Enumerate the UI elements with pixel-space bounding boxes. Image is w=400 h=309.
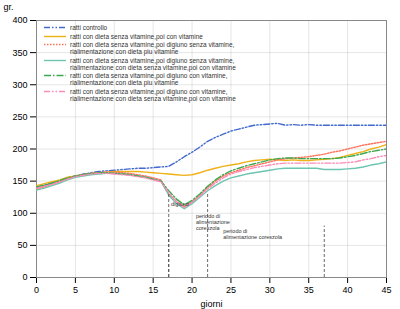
html-text:ratti con dieta senza vitamine: ratti con dieta senza vitamine,poi digiu…: [70, 56, 236, 71]
html-text:coreszola: coreszola: [195, 224, 220, 231]
svg-text:25: 25: [226, 285, 236, 295]
html-text:alimentazione: alimentazione: [195, 218, 230, 225]
svg-text:0: 0: [22, 272, 27, 282]
svg-text:45: 45: [381, 285, 391, 295]
svg-text:35: 35: [304, 285, 314, 295]
svg-text:200: 200: [12, 144, 27, 154]
svg-text:350: 350: [12, 48, 27, 58]
svg-text:gr.: gr.: [4, 2, 14, 12]
svg-text:20: 20: [187, 285, 197, 295]
svg-text:0: 0: [34, 285, 39, 295]
svg-text:400: 400: [12, 15, 27, 25]
svg-text:30: 30: [265, 285, 275, 295]
svg-text:5: 5: [73, 285, 78, 295]
svg-text:10: 10: [109, 285, 119, 295]
svg-text:150: 150: [12, 176, 27, 186]
html-text:periodo di: periodo di: [195, 212, 221, 219]
svg-text:40: 40: [343, 285, 353, 295]
html-text:ratti con dieta senza vitamine: ratti con dieta senza vitamine,poi con v…: [70, 32, 203, 40]
svg-text:300: 300: [12, 80, 27, 90]
svg-text:250: 250: [12, 112, 27, 122]
html-text:ratti con dieta senza vitamine: ratti con dieta senza vitamine,poi digiu…: [70, 87, 236, 102]
svg-text:periodo dialimentazione coresz: periodo dialimentazione coreszola: [223, 228, 283, 240]
html-text:ratti controllo: ratti controllo: [70, 24, 108, 31]
html-text:ratti con dieta senza vitamine: ratti con dieta senza vitamine,poi digiu…: [70, 41, 235, 55]
svg-text:50: 50: [17, 240, 27, 250]
svg-text:15: 15: [148, 285, 158, 295]
svg-text:digiuno: digiuno: [171, 201, 189, 207]
html-text:ratti con dieta senza vitamine: ratti con dieta senza vitamine,poi digiu…: [70, 72, 228, 86]
svg-text:giorni: giorni: [200, 299, 222, 309]
svg-text:100: 100: [12, 208, 27, 218]
